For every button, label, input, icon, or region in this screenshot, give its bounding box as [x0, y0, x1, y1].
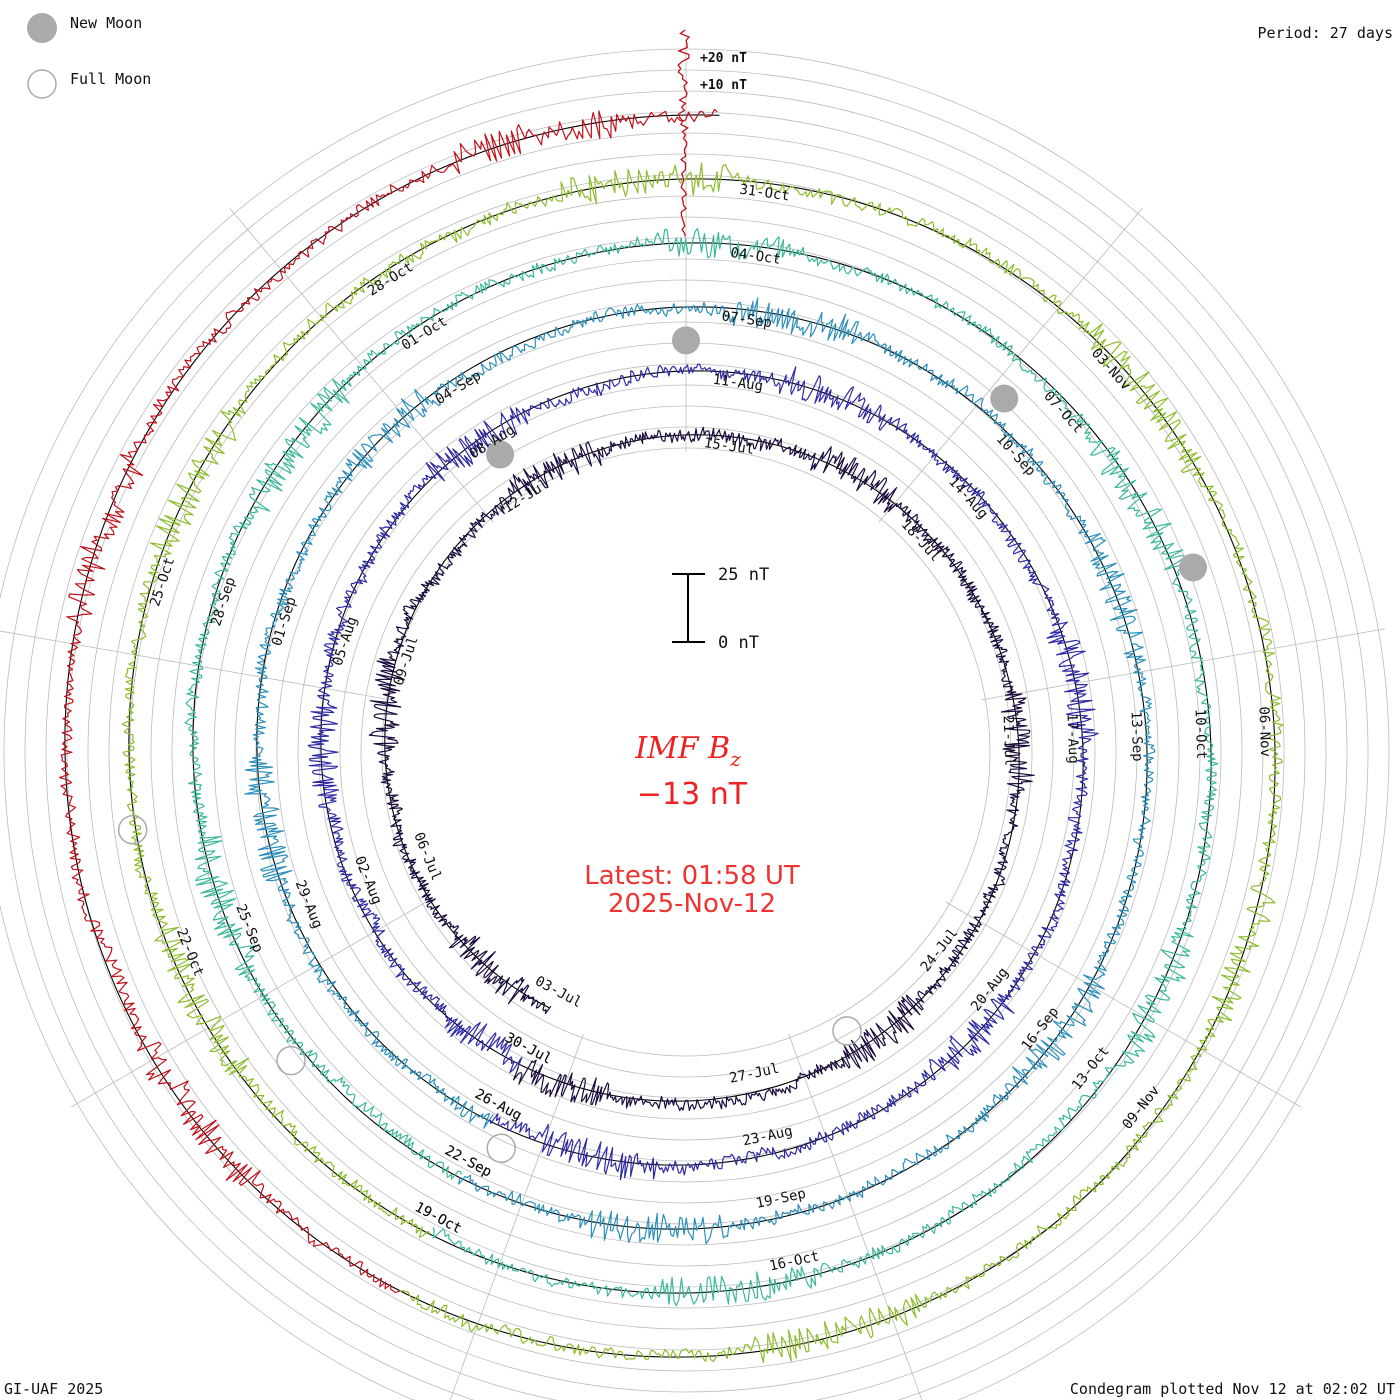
date-tick-label: 23-Aug — [741, 1123, 794, 1149]
credit-label: GI-UAF 2025 — [4, 1380, 103, 1398]
scale-bar-bottom-label: 0 nT — [718, 633, 759, 653]
chart-title-main: IMF B — [634, 731, 730, 766]
date-tick-label: 31-Oct — [738, 182, 790, 205]
grid-circles — [0, 48, 1390, 1400]
date-tick-label: 10-Oct — [1192, 709, 1210, 760]
date-tick-label: 16-Sep — [1019, 1004, 1063, 1054]
date-tick-label: 07-Oct — [1040, 388, 1086, 436]
period-label: Period: 27 days — [1258, 24, 1393, 42]
date-tick-label: 27-Jul — [728, 1061, 781, 1087]
date-tick-label: 11-Aug — [712, 372, 764, 395]
grid-spoke — [70, 901, 427, 1108]
grid-spoke — [229, 207, 494, 523]
date-tick-label: 13-Sep — [1128, 711, 1146, 762]
date-tick-label: 17-Aug — [1064, 713, 1082, 764]
date-tick-label: 19-Oct — [412, 1199, 464, 1237]
full-moon-marker — [832, 1016, 862, 1046]
new-moon-legend-icon — [27, 13, 57, 43]
chart-title-subscript: z — [729, 747, 741, 771]
grid-spoke — [878, 207, 1143, 523]
new-moon-marker — [1179, 553, 1208, 582]
latest-date: 2025-Nov-12 — [608, 889, 776, 919]
date-tick-label: 21-Jul — [1000, 715, 1018, 766]
date-tick-label: 06-Nov — [1255, 706, 1273, 757]
grid-spoke — [981, 628, 1386, 701]
date-tick-label: 07-Sep — [721, 308, 773, 331]
trace-rotation-4 — [184, 228, 1219, 1307]
date-tick-label: 16-Oct — [768, 1248, 821, 1274]
grid-circle — [0, 48, 1390, 1400]
new-moon-marker — [672, 326, 700, 355]
plotted-label: Condegram plotted Nov 12 at 02:02 UT — [1070, 1380, 1395, 1398]
full-moon-marker — [276, 1045, 306, 1076]
baseline-rotation-6 — [64, 114, 720, 1292]
date-tick-label: 09-Nov — [1119, 1083, 1163, 1133]
current-value: −13 nT — [637, 777, 748, 812]
ref-tick-20: +20 nT — [700, 51, 747, 66]
chart-title: IMF Bz — [634, 731, 741, 771]
grid-spoke — [788, 1033, 923, 1400]
new-moon-marker — [486, 440, 515, 469]
date-tick-label: 04-Oct — [730, 245, 782, 268]
grid-spokes — [0, 42, 1386, 1400]
trace-rotation-2 — [307, 363, 1099, 1181]
full-moon-legend-label: Full Moon — [70, 70, 151, 88]
new-moon-marker — [990, 384, 1019, 413]
moon-markers — [117, 326, 1208, 1163]
date-tick-label: 15-Jul — [703, 435, 755, 458]
trace-rotation-6 — [58, 108, 718, 1294]
ref-tick-10: +10 nT — [700, 78, 747, 93]
trace-rotation-5 — [121, 162, 1284, 1364]
scale-bar-top-label: 25 nT — [718, 565, 769, 585]
latest-spike — [677, 29, 691, 237]
data-traces — [58, 29, 1284, 1364]
full-moon-legend-icon — [27, 69, 57, 99]
date-tick-label: 14-Aug — [945, 474, 991, 522]
trace-rotation-3 — [244, 297, 1156, 1245]
new-moon-legend-label: New Moon — [70, 14, 142, 32]
trace-rotation-1 — [368, 426, 1035, 1112]
grid-spoke — [449, 1033, 584, 1400]
latest-time: Latest: 01:58 UT — [584, 861, 800, 891]
full-moon-marker — [486, 1133, 516, 1163]
full-moon-marker — [117, 815, 148, 845]
grid-spoke — [945, 901, 1302, 1108]
baseline-rotation-5 — [128, 178, 1276, 1358]
